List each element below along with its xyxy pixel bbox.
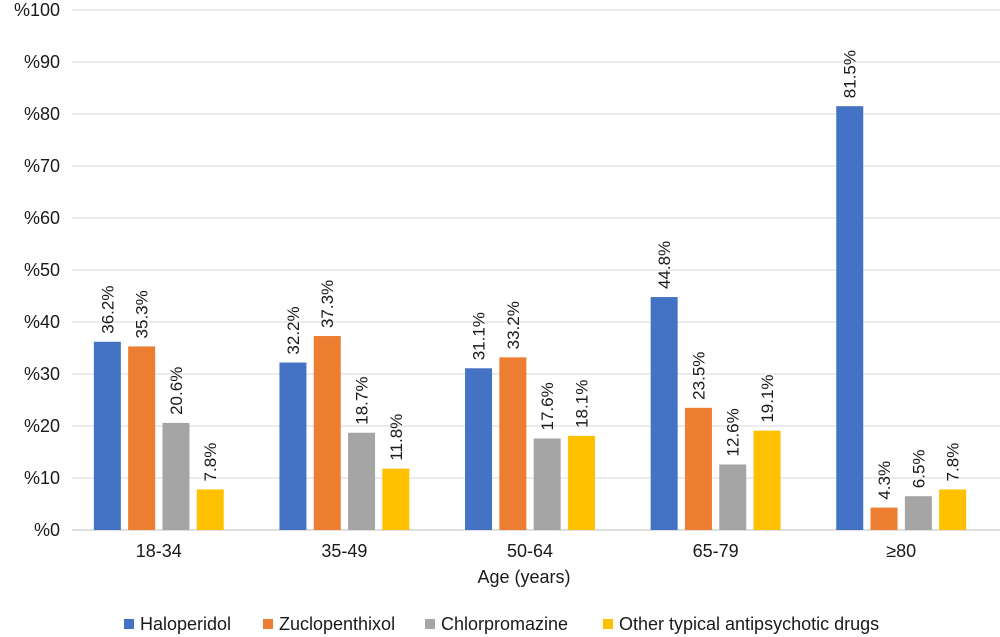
y-tick-label: %0 [34,520,60,540]
data-label: 11.8% [387,414,406,461]
bar-other-typical-antipsychotic-drugs-1 [196,489,224,530]
data-label: 12.6% [724,408,743,456]
data-label: 31.1% [470,312,489,360]
legend: Haloperidol Zuclopenthixol Chlorpromazine O… [124,614,879,634]
data-label: 18.7% [353,377,372,425]
gridlines [72,9,1000,531]
data-label: 23.5% [689,352,708,400]
legend-item: Other typical antipsychotic drugs [603,614,879,634]
y-tick-label: %60 [24,208,60,228]
bar-zuclopenthixol-1 [128,346,156,530]
data-label: 7.8% [201,443,220,482]
bars [93,106,967,530]
legend-swatch [603,619,613,629]
legend-swatch [124,619,134,629]
data-label: 20.6% [167,367,186,415]
data-label: 81.5% [841,50,860,98]
x-tick-label: 35-49 [321,541,367,561]
y-tick-label: %20 [24,416,60,436]
legend-label: Chlorpromazine [441,614,568,634]
data-label: 44.8% [655,241,674,289]
bar-chlorpromazine-3 [533,438,561,530]
x-tick-label: ≥80 [886,541,916,561]
y-tick-label: %80 [24,104,60,124]
bar-other-typical-antipsychotic-drugs-2 [382,468,410,530]
data-label: 37.3% [318,280,337,328]
y-tick-label: %50 [24,260,60,280]
y-tick-label: %10 [24,468,60,488]
data-label: 35.3% [133,290,152,338]
y-axis-ticks: %0 %10 %20 %30 %40 %50 %60 %70 %80 %90 %100 [14,0,60,540]
bar-haloperidol-2 [279,362,307,530]
legend-swatch [263,619,273,629]
data-labels: 36.2% 35.3% 20.6% 7.8% 32.2% 37.3% 18.7% 11.8% 3… [98,50,962,500]
bar-chlorpromazine-5 [904,496,932,530]
y-tick-label: %100 [14,0,60,20]
data-label: 6.5% [909,449,928,488]
bar-chlorpromazine-2 [348,432,376,530]
bar-haloperidol-5 [836,106,864,530]
y-tick-label: %30 [24,364,60,384]
data-label: 32.2% [284,306,303,354]
legend-label: Zuclopenthixol [279,614,395,634]
bar-zuclopenthixol-3 [499,357,527,530]
data-label: 19.1% [758,374,777,422]
x-tick-label: 50-64 [507,541,553,561]
y-tick-label: %40 [24,312,60,332]
x-axis-ticks: 18-34 35-49 50-64 65-79 ≥80 [136,541,916,561]
bar-chlorpromazine-4 [719,464,747,530]
bar-haloperidol-3 [465,368,493,530]
data-label: 18.1% [572,380,591,428]
data-label: 7.8% [944,443,963,482]
bar-other-typical-antipsychotic-drugs-3 [567,435,595,530]
x-tick-label: 18-34 [136,541,182,561]
legend-item: Chlorpromazine [425,614,568,634]
legend-label: Other typical antipsychotic drugs [619,614,879,634]
data-label: 4.3% [875,461,894,500]
data-label: 36.2% [98,286,117,334]
bar-zuclopenthixol-5 [870,507,898,530]
bar-haloperidol-1 [93,341,121,530]
data-label: 33.2% [504,301,523,349]
x-tick-label: 65-79 [693,541,739,561]
legend-item: Haloperidol [124,614,231,634]
bar-zuclopenthixol-2 [313,336,341,530]
x-axis-title: Age (years) [477,567,570,587]
bar-chlorpromazine-1 [162,422,190,530]
y-tick-label: %90 [24,52,60,72]
legend-item: Zuclopenthixol [263,614,395,634]
legend-swatch [425,619,435,629]
data-label: 17.6% [538,382,557,430]
bar-other-typical-antipsychotic-drugs-4 [753,430,781,530]
bar-zuclopenthixol-4 [684,407,712,530]
y-tick-label: %70 [24,156,60,176]
bar-haloperidol-4 [650,297,678,530]
bar-other-typical-antipsychotic-drugs-5 [939,489,967,530]
legend-label: Haloperidol [140,614,231,634]
